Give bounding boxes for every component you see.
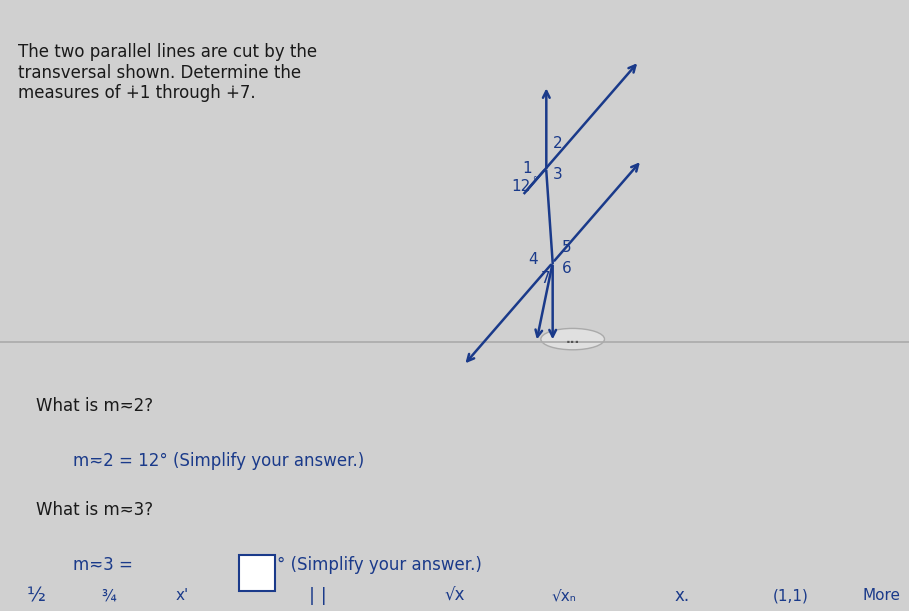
Text: m≂3 =: m≂3 =	[73, 556, 133, 574]
Text: 1: 1	[523, 161, 532, 175]
Text: √xₙ: √xₙ	[551, 588, 576, 603]
FancyBboxPatch shape	[239, 555, 275, 591]
Text: What is m≂2?: What is m≂2?	[36, 397, 154, 415]
Text: The two parallel lines are cut by the
transversal shown. Determine the
measures : The two parallel lines are cut by the tr…	[18, 43, 317, 103]
Text: ¾: ¾	[102, 588, 116, 603]
Text: More: More	[863, 588, 901, 603]
Text: 4: 4	[528, 252, 537, 267]
Text: | |: | |	[309, 587, 327, 605]
Text: What is m≂3?: What is m≂3?	[36, 501, 154, 519]
Text: 2: 2	[553, 136, 562, 151]
Ellipse shape	[541, 329, 604, 349]
Text: ½: ½	[27, 586, 45, 606]
Text: m≂2 = 12° (Simplify your answer.): m≂2 = 12° (Simplify your answer.)	[73, 452, 364, 470]
Text: ...: ...	[565, 332, 580, 346]
Text: °: °	[532, 177, 537, 186]
Text: (1,1): (1,1)	[773, 588, 809, 603]
Text: x': x'	[175, 588, 188, 603]
Text: ° (Simplify your answer.): ° (Simplify your answer.)	[277, 556, 482, 574]
Text: 6: 6	[562, 262, 571, 276]
Text: 5: 5	[562, 240, 571, 255]
Text: 7: 7	[541, 271, 550, 285]
Text: x.: x.	[674, 587, 689, 605]
Text: √x: √x	[445, 587, 464, 605]
Text: 3: 3	[553, 167, 562, 181]
Text: 12: 12	[511, 179, 531, 194]
